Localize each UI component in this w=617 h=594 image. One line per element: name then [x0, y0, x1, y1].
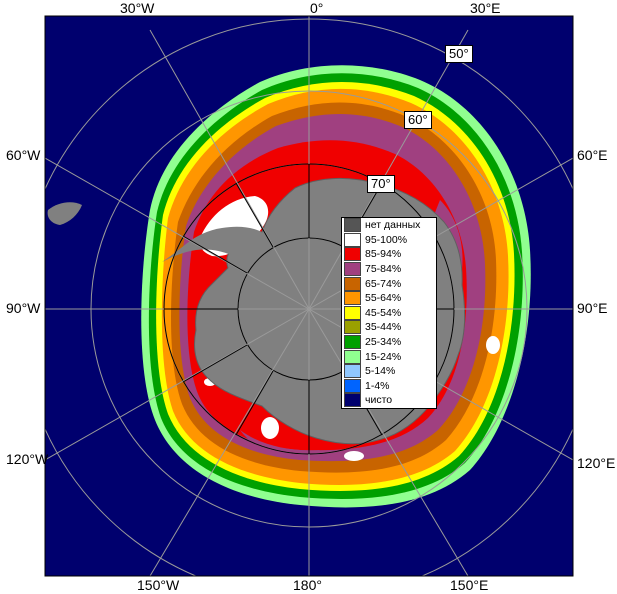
legend-swatch — [344, 262, 361, 277]
ice-patch-75-84-b — [240, 430, 320, 456]
legend-label: 15-24% — [365, 350, 402, 363]
ice-concentration-legend: нет данных 95-100% 85-94% 75-84% 65-74% 55-64… — [341, 217, 437, 409]
lon-label-90w: 90°W — [6, 300, 41, 316]
legend-item: нет данных — [342, 218, 436, 233]
legend-swatch — [344, 305, 361, 320]
legend-label: 65-74% — [365, 277, 402, 290]
lat-label-60: 60° — [404, 111, 432, 129]
legend-item: 1-4% — [342, 378, 436, 394]
legend-swatch — [344, 393, 361, 408]
legend-swatch — [344, 364, 361, 379]
legend-label: 1-4% — [365, 379, 390, 392]
lon-label-60e: 60°E — [577, 147, 608, 163]
legend-item: 35-44% — [342, 320, 436, 335]
lat-label-50: 50° — [445, 45, 473, 63]
lon-label-120w: 120°W — [6, 451, 49, 467]
ice-patch-95-100-b — [344, 451, 364, 461]
lon-label-150w: 150°W — [137, 577, 180, 593]
legend-swatch — [344, 320, 361, 335]
legend-label: чисто — [365, 394, 393, 407]
map-frame — [44, 15, 574, 577]
legend-swatch — [344, 291, 361, 306]
legend-label: 95-100% — [365, 233, 408, 246]
legend-swatch — [344, 218, 361, 233]
legend-item: 75-84% — [342, 262, 436, 277]
lon-label-180: 180° — [293, 577, 322, 593]
lon-label-150e: 150°E — [450, 577, 489, 593]
legend-swatch — [344, 232, 361, 247]
legend-label: 45-54% — [365, 306, 402, 319]
legend-swatch — [344, 247, 361, 262]
ice-patch-95-100-a — [261, 417, 279, 439]
legend-swatch — [344, 378, 361, 393]
ice-patch-95-100-d — [486, 336, 500, 354]
legend-item: 15-24% — [342, 349, 436, 364]
lon-label-30e: 30°E — [470, 0, 501, 16]
legend-item: чисто — [342, 393, 436, 408]
legend-label: 55-64% — [365, 292, 402, 305]
antarctic-peninsula — [162, 226, 262, 262]
legend-label: 85-94% — [365, 248, 402, 261]
lon-label-90e: 90°E — [577, 300, 608, 316]
legend-swatch — [344, 349, 361, 364]
south-america-tip — [47, 202, 82, 225]
legend-item: 65-74% — [342, 276, 436, 291]
legend-item: 55-64% — [342, 291, 436, 306]
legend-item: 5-14% — [342, 364, 436, 379]
legend-swatch — [344, 335, 361, 350]
lon-label-0: 0° — [310, 0, 324, 16]
legend-label: 35-44% — [365, 321, 402, 334]
lon-label-120e: 120°E — [577, 455, 616, 471]
lat-label-70: 70° — [367, 175, 395, 193]
legend-item: 45-54% — [342, 305, 436, 321]
legend-label: нет данных — [365, 219, 421, 232]
legend-item: 85-94% — [342, 247, 436, 262]
legend-item: 95-100% — [342, 232, 436, 248]
legend-item: 25-34% — [342, 335, 436, 350]
legend-swatch — [344, 276, 361, 291]
legend-label: 5-14% — [365, 365, 396, 378]
legend-label: 25-34% — [365, 336, 402, 349]
lon-label-60w: 60°W — [6, 147, 41, 163]
lon-label-30w: 30°W — [120, 0, 155, 16]
legend-label: 75-84% — [365, 263, 402, 276]
